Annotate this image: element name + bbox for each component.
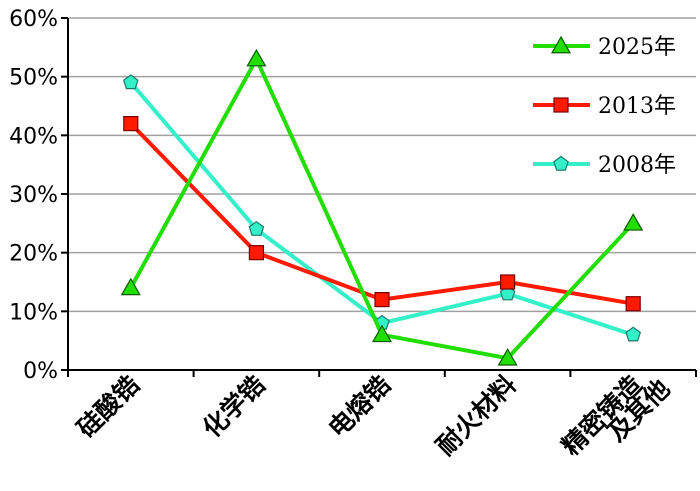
y-tick-label: 60%	[9, 7, 58, 32]
data-point	[371, 324, 393, 343]
data-point	[625, 326, 642, 342]
data-point	[623, 213, 644, 231]
data-point	[122, 74, 139, 90]
legend-item-2: 2008年	[533, 153, 676, 178]
x-tick-label: 耐火材料	[431, 370, 522, 461]
y-tick-label: 0%	[23, 359, 58, 384]
x-tick-label: 电熔锆	[323, 370, 397, 444]
y-tick-label: 50%	[9, 66, 58, 91]
data-point	[499, 285, 516, 301]
data-point	[123, 115, 139, 132]
legend: 2025年 2013年 2008年	[533, 35, 676, 178]
data-point	[120, 277, 141, 296]
legend-item-0: 2025年	[533, 35, 676, 60]
y-tick-label: 40%	[9, 124, 58, 149]
legend-label: 2008年	[598, 153, 676, 178]
series-lines	[120, 48, 644, 366]
series-1	[123, 115, 641, 312]
grid-lines	[68, 17, 696, 313]
legend-label: 2025年	[598, 35, 676, 60]
y-tick-labels: 0% 10% 20% 30% 40% 50% 60%	[9, 7, 58, 384]
data-point	[625, 296, 641, 312]
data-point	[246, 48, 267, 67]
x-tick-label: 硅酸锆	[71, 370, 145, 444]
y-tick-label: 10%	[9, 300, 58, 325]
data-point	[500, 274, 516, 290]
data-point	[248, 245, 264, 261]
data-point	[248, 220, 265, 236]
y-tick-label: 30%	[9, 183, 58, 208]
data-point	[553, 155, 569, 171]
data-point	[553, 97, 569, 113]
legend-item-1: 2013年	[533, 94, 676, 119]
series-2	[122, 74, 642, 342]
x-tick-label: 化学锆	[197, 370, 271, 444]
data-point	[374, 292, 390, 308]
series-0	[120, 48, 644, 366]
data-point	[497, 348, 518, 366]
legend-label: 2013年	[598, 94, 676, 119]
y-tick-label: 20%	[9, 242, 58, 267]
data-point	[550, 35, 572, 54]
axes	[61, 17, 697, 377]
